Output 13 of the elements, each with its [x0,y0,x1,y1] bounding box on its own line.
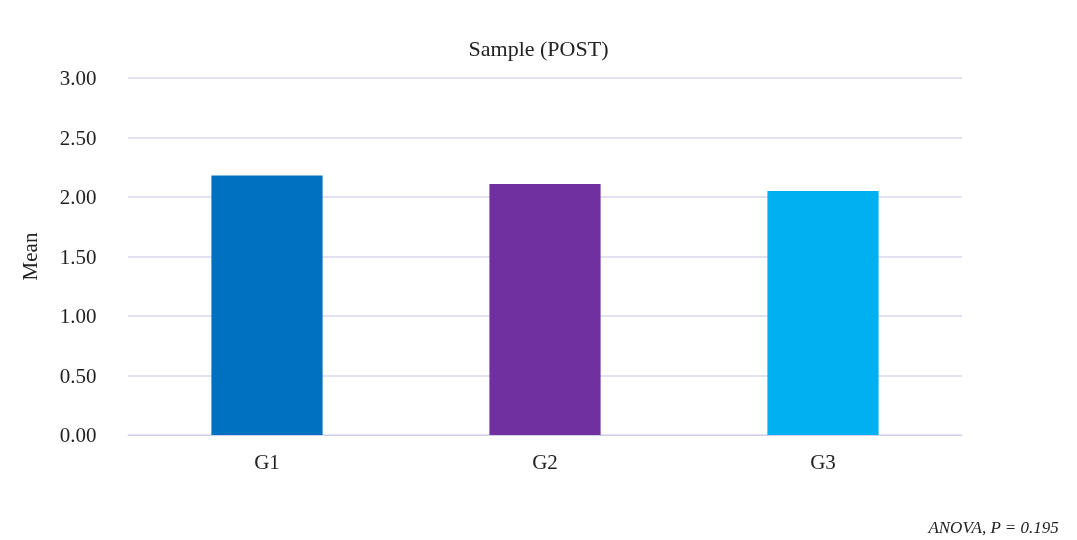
x-tick-label: G1 [254,449,280,474]
y-tick-label: 2.00 [59,185,97,209]
y-tick-label: 0.50 [59,363,97,388]
y-axis-title: Mean [17,232,42,281]
chart-title: Sample (POST) [468,35,609,61]
x-tick-label: G3 [810,449,836,474]
y-tick-label: 1.00 [59,304,97,328]
x-tick-label: G2 [532,449,558,474]
y-tick-label: 0.00 [59,423,97,447]
y-tick-label: 2.50 [59,125,97,150]
text: ANOVA, P = 0.195 [927,518,1059,537]
y-tick-label: 1.50 [59,244,97,269]
y-tick-label: 3.00 [59,66,97,90]
